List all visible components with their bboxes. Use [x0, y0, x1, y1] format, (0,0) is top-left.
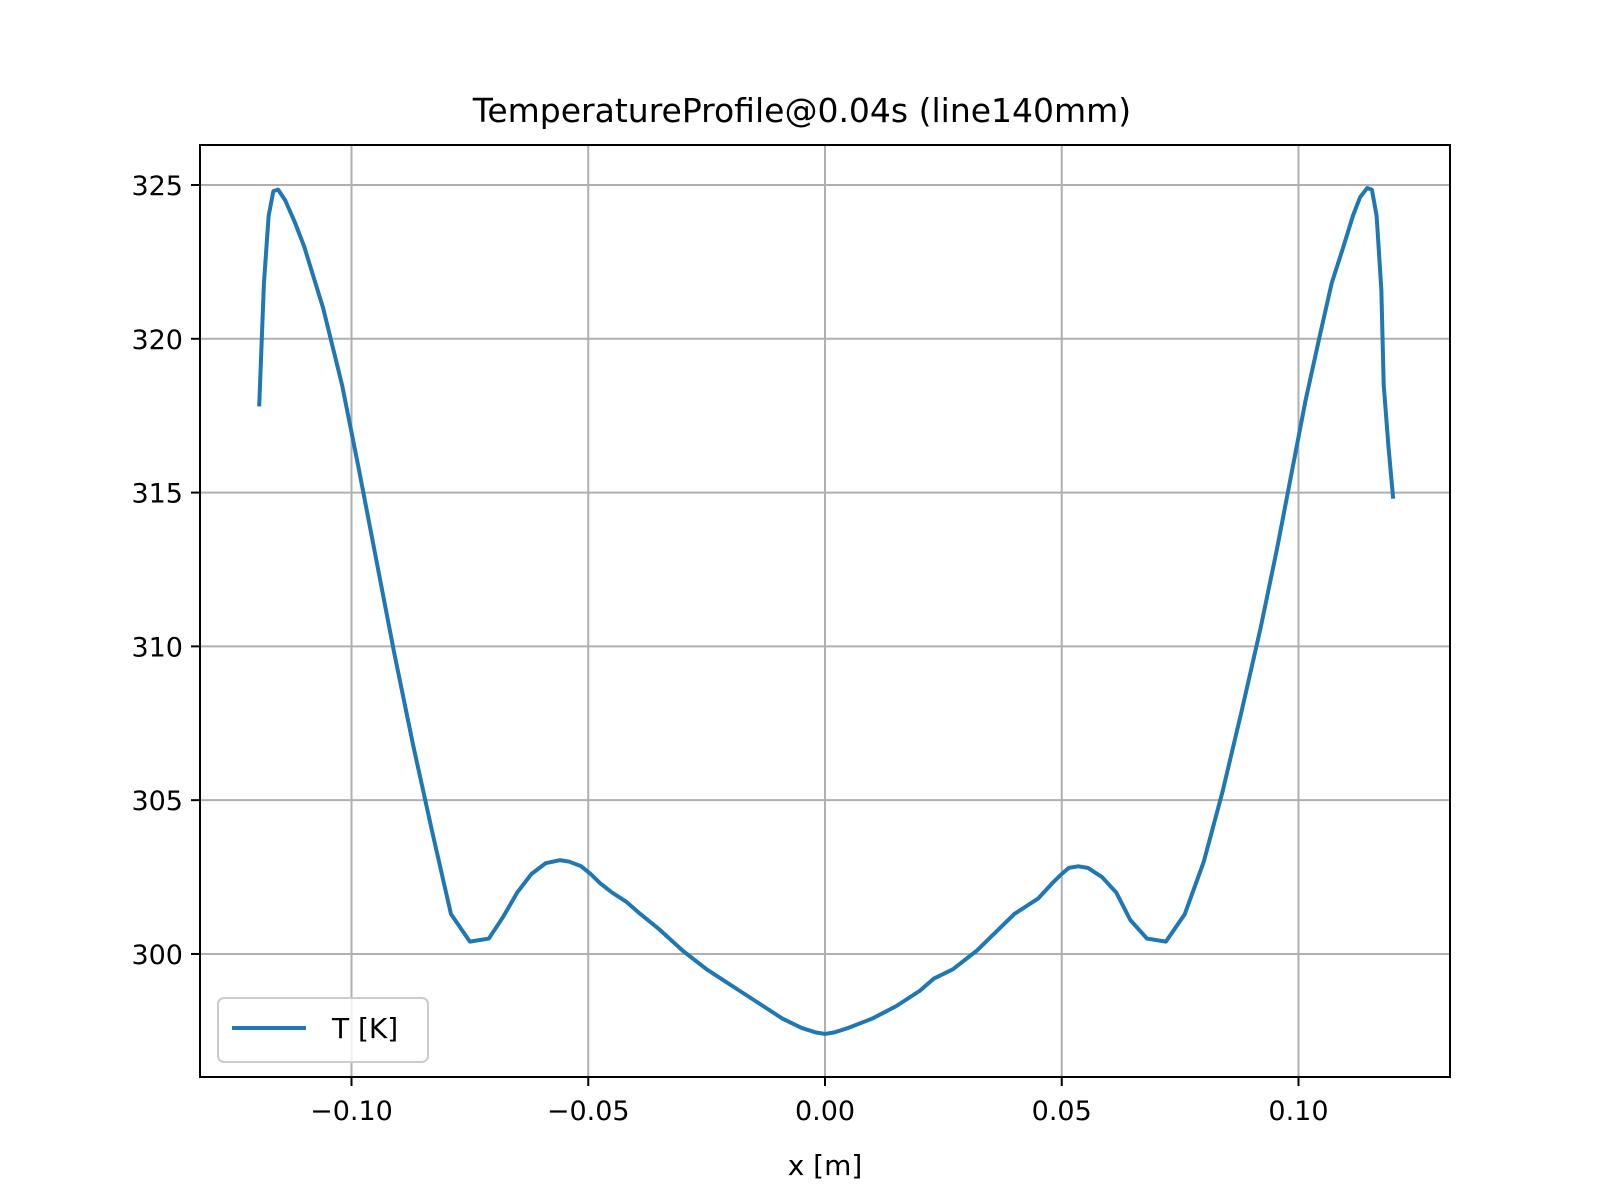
x-tick-label: 0.05 — [1032, 1096, 1092, 1127]
x-tick-label: −0.05 — [547, 1096, 630, 1127]
y-tick-label: 320 — [131, 325, 183, 356]
chart-title: TemperatureProfile@0.04s (line140mm) — [472, 91, 1131, 130]
y-tick-label: 315 — [131, 479, 183, 510]
legend: T [K] — [217, 997, 429, 1063]
y-tick-label: 325 — [131, 171, 183, 202]
legend-box — [217, 997, 429, 1063]
series-line-t — [257, 186, 1396, 1036]
x-tick-label: 0.00 — [795, 1096, 855, 1127]
y-tick-label: 305 — [131, 786, 183, 817]
plot-area — [257, 186, 1396, 1036]
axis-ticks: −0.10 −0.05 0.00 0.05 0.10 300 305 310 315 320 325 — [131, 171, 1328, 1127]
legend-label-t: T [K] — [331, 1012, 398, 1045]
grid-lines — [200, 145, 1450, 1077]
y-tick-label: 310 — [131, 632, 183, 663]
x-axis-label: x [m] — [788, 1149, 863, 1182]
x-tick-label: −0.10 — [310, 1096, 393, 1127]
x-tick-label: 0.10 — [1268, 1096, 1328, 1127]
y-tick-label: 300 — [131, 940, 183, 971]
